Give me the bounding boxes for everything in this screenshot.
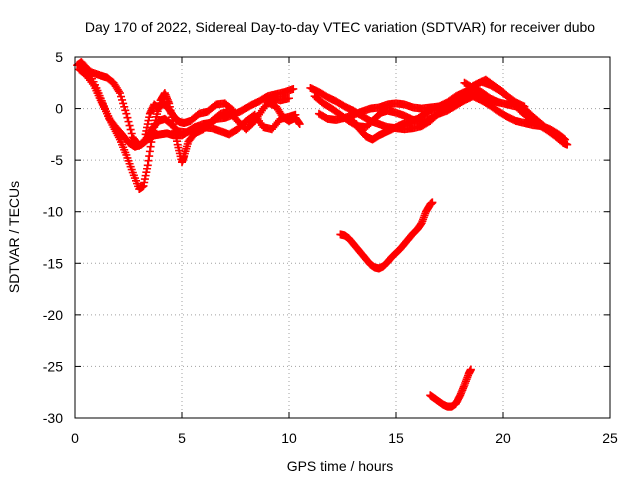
chart-title: Day 170 of 2022, Sidereal Day-to-day VTE… (85, 19, 595, 35)
x-tick-label: 20 (495, 430, 511, 446)
y-tick-label: -30 (43, 410, 63, 426)
y-tick-label: -25 (43, 358, 63, 374)
series-J (460, 78, 570, 148)
y-tick-label: 0 (55, 101, 63, 117)
x-tick-label: 25 (602, 430, 618, 446)
axis-ticks: 0 5 10 15 20 25 5 0 -5 -10 -15 -20 -25 -30 (43, 49, 618, 446)
data-point (227, 105, 236, 114)
data-point (559, 138, 568, 147)
data-point (122, 109, 131, 118)
x-tick-label: 10 (281, 430, 297, 446)
series-D (141, 99, 238, 139)
data-point (126, 125, 135, 134)
y-tick-label: -5 (51, 152, 64, 168)
y-tick-label: 5 (55, 49, 63, 65)
series-L (426, 365, 475, 411)
data-point (123, 113, 132, 122)
y-tick-label: -10 (43, 204, 63, 220)
x-tick-label: 5 (178, 430, 186, 446)
y-tick-label: -15 (43, 255, 63, 271)
data-point (127, 129, 136, 138)
x-tick-label: 0 (71, 430, 79, 446)
data-point (285, 94, 293, 103)
data-point (466, 365, 475, 374)
data-points (73, 58, 572, 411)
plot-frame (74, 56, 611, 419)
data-point (114, 87, 123, 96)
data-point (124, 117, 133, 126)
data-point (229, 106, 238, 115)
x-tick-label: 15 (388, 430, 404, 446)
data-point (125, 121, 134, 130)
data-point (428, 198, 437, 207)
y-tick-label: -20 (43, 307, 63, 323)
series-K (336, 198, 437, 273)
data-point (561, 139, 570, 148)
y-axis-label: SDTVAR / TECUs (6, 181, 22, 293)
series-E (263, 98, 304, 129)
data-point (289, 84, 298, 93)
x-axis-label: GPS time / hours (287, 458, 394, 474)
data-point (295, 120, 304, 129)
